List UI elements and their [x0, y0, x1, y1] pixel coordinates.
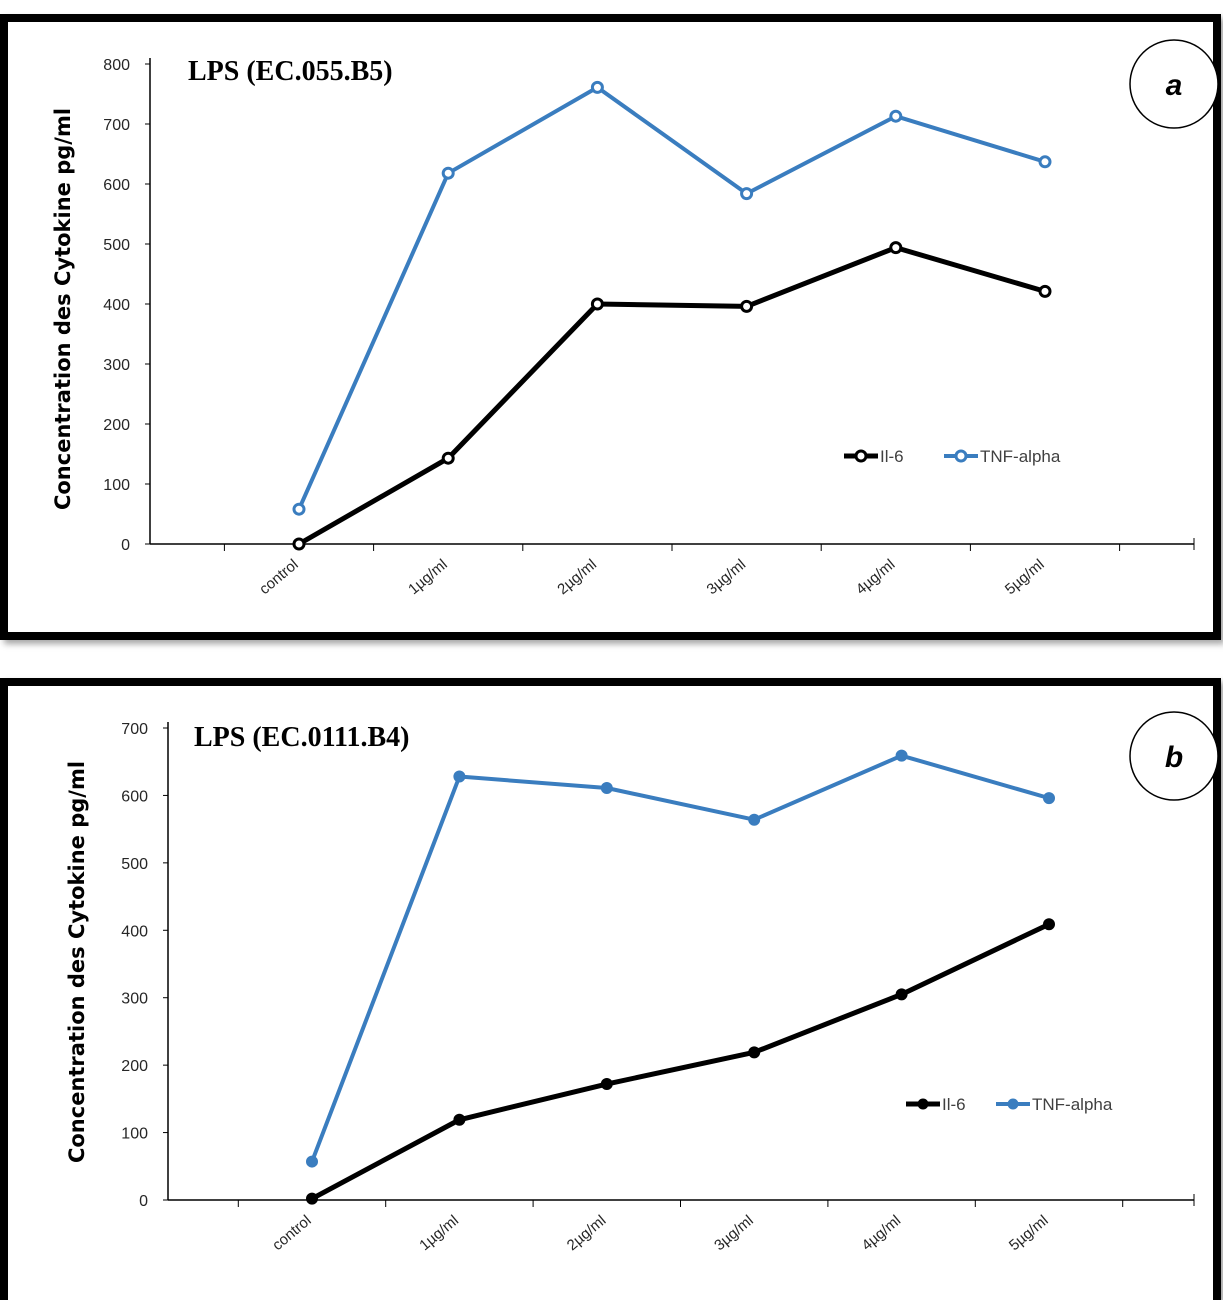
y-tick-label: 100	[103, 477, 130, 494]
data-point-tnf-alpha	[600, 782, 613, 795]
data-point-il-6	[1038, 284, 1052, 298]
x-tick-label: 3µg/ml	[704, 556, 750, 598]
series-line-il-6	[310, 921, 1051, 1201]
data-point-tnf-alpha	[895, 749, 908, 762]
y-tick-label: 700	[121, 721, 148, 738]
data-point-tnf-alpha	[306, 1155, 318, 1168]
data-point-il-6	[889, 241, 903, 255]
y-tick-label: 100	[121, 1126, 148, 1143]
series-line-il-6	[297, 245, 1046, 547]
data-point-il-6	[292, 537, 306, 551]
legend-label-tnf-alpha: TNF-alpha	[980, 447, 1061, 466]
y-tick-label: 300	[103, 357, 130, 374]
data-point-il-6	[306, 1192, 318, 1205]
series-line-tnf-alpha	[297, 85, 1046, 511]
y-tick-label: 800	[103, 57, 130, 74]
x-tick-label: 2µg/ml	[554, 556, 600, 598]
legend-marker-tnf-alpha	[1007, 1098, 1019, 1110]
chart-panel-b: 0 100 200 300 400 500 600 700 control 1µg/ml 2µg/m…	[0, 678, 1221, 1300]
x-tick-label: 4µg/ml	[859, 1212, 905, 1254]
legend-label-il-6: Il-6	[942, 1095, 966, 1114]
x-tick-label: 4µg/ml	[853, 556, 899, 598]
data-point-il-6	[441, 451, 455, 465]
y-tick-label: 500	[103, 237, 130, 254]
panel-badge-label: a	[1166, 69, 1183, 102]
x-tick-label: control	[269, 1212, 314, 1254]
panel-badge-circle	[1129, 39, 1219, 129]
legend-marker-tnf-alpha	[954, 449, 968, 463]
data-point-tnf-alpha	[453, 770, 466, 783]
chart-b-svg: 0 100 200 300 400 500 600 700 control 1µg/ml 2µg/m…	[65, 711, 1219, 1254]
data-point-il-6	[600, 1078, 613, 1091]
data-point-il-6	[590, 297, 604, 311]
data-point-il-6	[748, 1046, 761, 1059]
x-tick-label: 2µg/ml	[564, 1212, 610, 1254]
data-point-tnf-alpha	[748, 813, 761, 826]
chart-title: LPS (EC.055.B5)	[188, 56, 393, 87]
y-tick-label: 700	[103, 117, 130, 134]
chart-title: LPS (EC.0111.B4)	[194, 722, 409, 753]
y-tick-label: 0	[121, 537, 130, 554]
legend-marker-il-6	[854, 449, 868, 463]
x-tick-label: 1µg/ml	[416, 1212, 462, 1254]
chart-panel-a: 0 100 200 300 400 500 600 700 800 control 1µg/ml 2µ…	[0, 14, 1221, 640]
y-tick-label: 400	[121, 923, 148, 940]
y-tick-label: 500	[121, 856, 148, 873]
chart-a-svg: 0 100 200 300 400 500 600 700 800 control 1µg/ml 2µ…	[51, 39, 1219, 598]
y-axis-label: Concentration des Cytokine pg/ml	[65, 761, 89, 1163]
y-tick-label: 400	[103, 297, 130, 314]
legend-label-il-6: Il-6	[880, 447, 904, 466]
data-point-tnf-alpha	[1038, 155, 1052, 169]
panel-badge-circle	[1129, 711, 1219, 801]
data-point-tnf-alpha	[889, 109, 903, 123]
x-tick-label: control	[256, 556, 301, 598]
legend-marker-il-6	[917, 1098, 929, 1110]
data-point-tnf-alpha	[292, 502, 306, 516]
y-tick-label: 600	[121, 788, 148, 805]
legend-label-tnf-alpha: TNF-alpha	[1032, 1095, 1113, 1114]
y-tick-label: 300	[121, 991, 148, 1008]
data-point-il-6	[1043, 918, 1055, 931]
data-point-il-6	[453, 1113, 466, 1126]
data-point-tnf-alpha	[1043, 792, 1055, 805]
panel-badge-label: b	[1165, 741, 1183, 774]
data-point-il-6	[740, 299, 754, 313]
data-point-tnf-alpha	[441, 166, 455, 180]
x-tick-label: 3µg/ml	[711, 1212, 757, 1254]
y-axis-label: Concentration des Cytokine pg/ml	[51, 108, 75, 510]
x-tick-label: 5µg/ml	[1002, 556, 1048, 598]
x-tick-label: 5µg/ml	[1006, 1212, 1052, 1254]
y-tick-label: 0	[139, 1193, 148, 1210]
x-tick-label: 1µg/ml	[405, 556, 451, 598]
data-point-il-6	[895, 988, 908, 1001]
y-tick-label: 200	[121, 1058, 148, 1075]
y-tick-label: 600	[103, 177, 130, 194]
data-point-tnf-alpha	[740, 187, 754, 201]
y-tick-label: 200	[103, 417, 130, 434]
data-point-tnf-alpha	[590, 80, 604, 94]
series-line-tnf-alpha	[310, 753, 1050, 1163]
